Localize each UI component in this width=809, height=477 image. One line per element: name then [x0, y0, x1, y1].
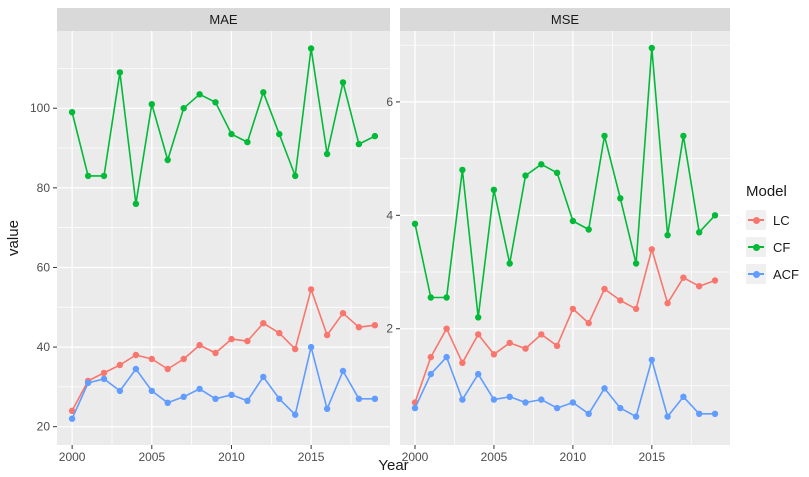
series-lc-mae: [68, 286, 379, 414]
svg-text:2005: 2005: [481, 450, 508, 464]
facet-strip-mse: MSE: [400, 8, 730, 31]
svg-text:2000: 2000: [59, 450, 86, 464]
facet-strip-mae: MAE: [57, 8, 390, 31]
series-acf-mse: [411, 353, 719, 420]
series-acf-mae: [68, 343, 379, 422]
legend-entry-lc: LC: [746, 210, 799, 230]
svg-text:20: 20: [37, 420, 51, 434]
series-cf-mse: [411, 44, 719, 321]
legend-entry-cf: CF: [746, 237, 799, 257]
legend-dot-swatch: [752, 243, 760, 251]
legend-key-acf-icon: [746, 264, 766, 284]
panel-mae: 2000 2005 2010 2015 20 40 60 80 100: [30, 31, 390, 464]
axis-ticks-mae: 2000 2005 2010 2015 20 40 60 80 100: [30, 101, 325, 464]
svg-text:4: 4: [386, 208, 393, 222]
axis-ticks-mse: 2000 2005 2010 2015 2 4 6: [386, 95, 665, 464]
facet-strip-mae-label: MAE: [209, 12, 238, 27]
svg-text:2015: 2015: [638, 450, 665, 464]
legend-key-cf-icon: [746, 237, 766, 257]
legend-label-acf: ACF: [773, 266, 799, 282]
svg-text:2015: 2015: [298, 450, 325, 464]
legend-entry-acf: ACF: [746, 264, 799, 284]
svg-text:2010: 2010: [218, 450, 245, 464]
facet-strip-mse-label: MSE: [550, 12, 580, 27]
series-cf-mae: [68, 45, 379, 207]
svg-text:2: 2: [386, 322, 393, 336]
legend-label-lc: LC: [773, 212, 790, 228]
svg-text:80: 80: [37, 181, 51, 195]
legend-dot-swatch: [752, 216, 760, 224]
legend-title: Model: [746, 183, 787, 200]
legend-label-cf: CF: [773, 239, 791, 255]
legend: Model LC CF ACF: [746, 183, 799, 291]
panel-mse: 2000 2005 2010 2015 2 4 6: [386, 31, 730, 464]
svg-text:2010: 2010: [560, 450, 587, 464]
svg-text:100: 100: [30, 101, 50, 115]
series-lc-mse: [411, 246, 719, 406]
y-axis-title: value: [5, 220, 22, 256]
svg-text:40: 40: [37, 340, 51, 354]
x-axis-title: Year: [378, 457, 409, 474]
svg-text:2000: 2000: [402, 450, 429, 464]
svg-text:2005: 2005: [138, 450, 165, 464]
svg-text:60: 60: [37, 260, 51, 274]
legend-dot-swatch: [752, 270, 760, 278]
legend-key-lc-icon: [746, 210, 766, 230]
svg-text:6: 6: [386, 95, 393, 109]
